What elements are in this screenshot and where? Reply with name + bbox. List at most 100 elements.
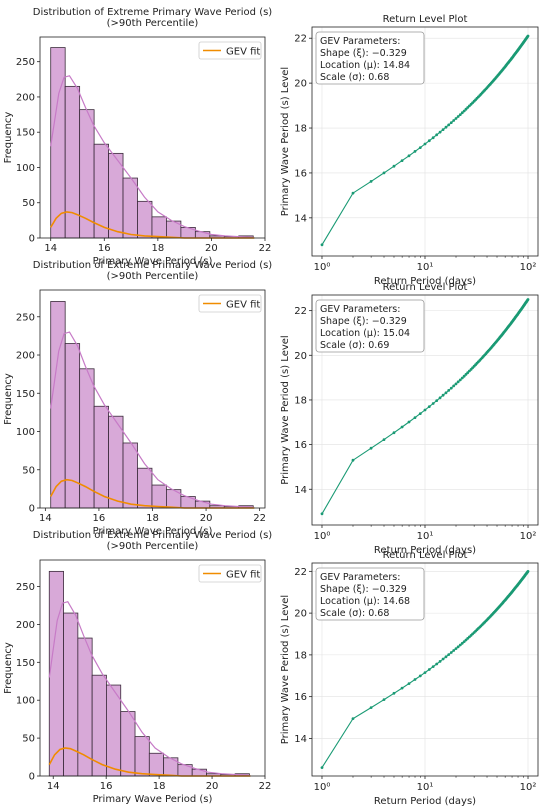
return-level-point bbox=[444, 125, 448, 129]
x-tick-label: 10⁰ bbox=[314, 262, 331, 273]
gev-param-shape: Shape (ξ): −0.329 bbox=[320, 48, 407, 59]
chart-title: Return Level Plot bbox=[383, 14, 468, 25]
return-level-point bbox=[449, 651, 453, 654]
return-level-point bbox=[454, 382, 458, 386]
gev-params-heading: GEV Parameters: bbox=[320, 304, 400, 315]
x-tick-label: 10⁰ bbox=[314, 782, 331, 793]
y-tick-label: 16 bbox=[294, 168, 307, 179]
x-tick-label: 10¹ bbox=[417, 782, 434, 793]
y-tick-label: 14 bbox=[294, 213, 307, 224]
histogram-bar bbox=[137, 467, 153, 509]
return-level-point bbox=[444, 391, 448, 395]
gev-params-box bbox=[315, 567, 425, 621]
legend-box bbox=[198, 41, 262, 60]
x-tick-label: 16 bbox=[100, 781, 113, 792]
return-level-point bbox=[418, 146, 422, 150]
return-level-point bbox=[464, 373, 468, 376]
return-level-point bbox=[449, 121, 453, 124]
x-tick-label: 18 bbox=[146, 513, 159, 524]
histogram-bar bbox=[108, 152, 124, 239]
x-tick-label: 22 bbox=[253, 513, 266, 524]
histogram-bar bbox=[134, 736, 150, 777]
gev-params-box bbox=[315, 299, 425, 353]
y-tick-label: 250 bbox=[16, 582, 35, 593]
chart-title: Distribution of Extreme Primary Wave Per… bbox=[33, 530, 273, 541]
kde-line bbox=[48, 600, 251, 777]
y-tick-label: 150 bbox=[16, 658, 35, 669]
y-tick-label: 150 bbox=[16, 128, 35, 139]
plot-frame bbox=[39, 559, 266, 777]
legend-box bbox=[198, 564, 262, 583]
chart-panel-5: Distribution of Extreme Primary Wave Per… bbox=[3, 530, 272, 805]
y-tick-label: 0 bbox=[29, 772, 35, 783]
return-level-point bbox=[320, 243, 324, 247]
return-level-point bbox=[441, 128, 445, 132]
return-level-point bbox=[382, 698, 386, 701]
x-tick-label: 10¹ bbox=[417, 531, 434, 542]
return-level-point bbox=[423, 408, 427, 412]
return-level-point bbox=[449, 386, 453, 390]
y-tick-label: 250 bbox=[16, 57, 35, 68]
y-tick-label: 150 bbox=[16, 389, 35, 400]
return-level-point bbox=[441, 393, 445, 397]
chart-panel-6: Return Level Plot 14 16 18 20 22 10⁰ 10¹ 10² Retu… bbox=[280, 550, 539, 807]
chart-panel-3: Distribution of Extreme Primary Wave Per… bbox=[3, 260, 272, 537]
x-tick-label: 10² bbox=[520, 531, 537, 542]
x-axis-label: Return Period (days) bbox=[374, 545, 476, 556]
x-tick-label: 14 bbox=[47, 781, 60, 792]
x-tick-label: 14 bbox=[39, 513, 52, 524]
y-tick-label: 16 bbox=[294, 692, 307, 703]
y-tick-label: 100 bbox=[16, 427, 35, 438]
chart-title: Distribution of Extreme Primary Wave Per… bbox=[33, 7, 273, 18]
return-level-point bbox=[447, 653, 451, 656]
y-tick-label: 0 bbox=[29, 234, 35, 245]
return-level-point bbox=[435, 662, 439, 666]
y-tick-label: 20 bbox=[294, 609, 307, 620]
x-tick-label: 18 bbox=[153, 781, 166, 792]
y-tick-label: 14 bbox=[294, 485, 307, 496]
return-level-point bbox=[413, 416, 417, 419]
y-tick-label: 0 bbox=[29, 504, 35, 515]
x-tick-label: 22 bbox=[259, 781, 272, 792]
y-tick-label: 50 bbox=[22, 465, 35, 476]
histogram-bar bbox=[106, 684, 122, 777]
x-tick-label: 10² bbox=[520, 262, 537, 273]
return-level-point bbox=[444, 655, 448, 659]
y-tick-label: 200 bbox=[16, 92, 35, 103]
gev-params-box bbox=[315, 31, 425, 85]
chart-panel-1: Distribution of Extreme Primary Wave Per… bbox=[3, 7, 272, 267]
y-axis-label: Frequency bbox=[3, 642, 14, 694]
return-level-point bbox=[427, 139, 431, 143]
y-tick-label: 200 bbox=[16, 620, 35, 631]
return-level-point bbox=[431, 665, 435, 668]
y-tick-label: 200 bbox=[16, 351, 35, 362]
return-level-point bbox=[458, 643, 462, 647]
return-level-point bbox=[526, 298, 530, 301]
chart-panel-2: Return Level Plot 14 16 18 20 22 10⁰ 10¹ 10² Retu… bbox=[280, 14, 539, 287]
return-level-point bbox=[400, 425, 404, 429]
legend-gev-label: GEV fit bbox=[226, 47, 260, 58]
return-level-point bbox=[392, 164, 396, 168]
x-tick-label: 18 bbox=[151, 243, 164, 254]
y-axis-label: Primary Wave Period (s) Level bbox=[280, 595, 291, 744]
return-level-point bbox=[407, 420, 411, 424]
return-level-point bbox=[452, 119, 456, 122]
x-tick-label: 10¹ bbox=[417, 262, 434, 273]
x-axis-label: Return Period (days) bbox=[374, 276, 476, 287]
return-level-point bbox=[413, 150, 417, 153]
return-level-point bbox=[431, 402, 435, 405]
gev-param-location: Location (μ): 14.84 bbox=[320, 60, 410, 71]
y-tick-label: 100 bbox=[16, 163, 35, 174]
return-level-point bbox=[320, 766, 324, 769]
return-level-point bbox=[351, 458, 355, 462]
return-level-point bbox=[407, 682, 411, 685]
return-level-point bbox=[438, 660, 442, 663]
return-level-point bbox=[462, 109, 466, 113]
return-level-point bbox=[447, 389, 451, 392]
gev-params-heading: GEV Parameters: bbox=[320, 572, 400, 583]
y-tick-label: 14 bbox=[294, 734, 307, 745]
return-level-point bbox=[418, 412, 422, 415]
return-level-point bbox=[392, 691, 396, 695]
